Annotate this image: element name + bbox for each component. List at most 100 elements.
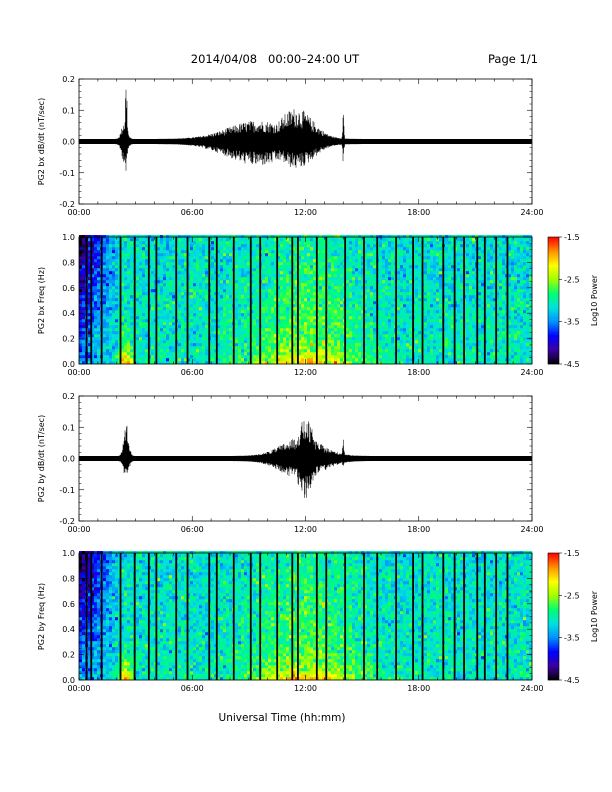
heatmap-cell xyxy=(280,283,284,287)
heatmap-cell xyxy=(142,343,146,347)
heatmap-cell xyxy=(109,322,113,326)
heatmap-cell xyxy=(130,352,134,356)
heatmap-cell xyxy=(106,283,110,287)
heatmap-cell xyxy=(211,238,215,242)
heatmap-cell xyxy=(169,259,173,263)
heatmap-cell xyxy=(346,334,350,338)
heatmap-cell xyxy=(274,352,278,356)
heatmap-cell xyxy=(373,268,377,272)
heatmap-cell xyxy=(184,346,188,350)
heatmap-cell xyxy=(82,271,86,275)
heatmap-cell xyxy=(211,334,215,338)
heatmap-cell xyxy=(349,265,353,269)
heatmap-cell xyxy=(127,352,131,356)
heatmap-cell xyxy=(199,286,203,290)
heatmap-cell xyxy=(334,250,338,254)
heatmap-cell xyxy=(103,340,107,344)
heatmap-cell xyxy=(328,259,332,263)
heatmap-cell xyxy=(205,307,209,311)
heatmap-cell xyxy=(385,286,389,290)
heatmap-cell xyxy=(112,280,116,284)
heatmap-cell xyxy=(115,271,119,275)
heatmap-cell xyxy=(304,256,308,260)
heatmap-cell xyxy=(190,283,194,287)
heatmap-cell xyxy=(169,241,173,245)
heatmap-cell xyxy=(283,319,287,323)
heatmap-cell xyxy=(196,349,200,353)
heatmap-cell xyxy=(226,358,230,362)
heatmap-cell xyxy=(310,355,314,359)
heatmap-cell xyxy=(199,262,203,266)
heatmap-cell xyxy=(274,274,278,278)
heatmap-cell xyxy=(289,247,293,251)
heatmap-cell xyxy=(160,349,164,353)
heatmap-cell xyxy=(184,295,188,299)
heatmap-cell xyxy=(304,295,308,299)
heatmap-cell xyxy=(262,355,266,359)
heatmap-cell xyxy=(280,241,284,245)
heatmap-cell xyxy=(301,349,305,353)
heatmap-cell xyxy=(262,310,266,314)
heatmap-cell xyxy=(247,298,251,302)
heatmap-cell xyxy=(352,298,356,302)
heatmap-cell xyxy=(298,238,302,242)
heatmap-cell xyxy=(202,316,206,320)
heatmap-cell xyxy=(193,313,197,317)
heatmap-cell xyxy=(124,244,128,248)
heatmap-cell xyxy=(91,250,95,254)
heatmap-cell xyxy=(292,271,296,275)
heatmap-cell xyxy=(274,241,278,245)
heatmap-cell xyxy=(166,253,170,257)
heatmap-cell xyxy=(136,310,140,314)
heatmap-cell xyxy=(196,304,200,308)
heatmap-cell xyxy=(121,319,125,323)
heatmap-cell xyxy=(229,313,233,317)
heatmap-cell xyxy=(136,244,140,248)
heatmap-cell xyxy=(292,268,296,272)
heatmap-cell xyxy=(283,283,287,287)
heatmap-cell xyxy=(142,268,146,272)
heatmap-cell xyxy=(334,346,338,350)
heatmap-cell xyxy=(163,307,167,311)
heatmap-cell xyxy=(295,325,299,329)
heatmap-cell xyxy=(187,319,191,323)
heatmap-cell xyxy=(418,349,422,353)
heatmap-cell xyxy=(370,295,374,299)
heatmap-cell xyxy=(238,301,242,305)
heatmap-cell xyxy=(211,310,215,314)
heatmap-cell xyxy=(145,361,149,365)
heatmap-cell xyxy=(115,298,119,302)
heatmap-cell xyxy=(187,283,191,287)
heatmap-cell xyxy=(295,271,299,275)
heatmap-cell xyxy=(118,274,122,278)
heatmap-cell xyxy=(337,325,341,329)
heatmap-cell xyxy=(397,259,401,263)
heatmap-cell xyxy=(88,304,92,308)
heatmap-cell xyxy=(289,256,293,260)
heatmap-cell xyxy=(121,322,125,326)
heatmap-cell xyxy=(247,253,251,257)
heatmap-cell xyxy=(220,259,224,263)
heatmap-cell xyxy=(379,295,383,299)
heatmap-cell xyxy=(235,343,239,347)
heatmap-cell xyxy=(196,310,200,314)
heatmap-cell xyxy=(286,244,290,248)
page-number: Page 1/1 xyxy=(487,52,538,66)
heatmap-cell xyxy=(352,337,356,341)
heatmap-cell xyxy=(181,286,185,290)
heatmap-cell xyxy=(124,277,128,281)
heatmap-cell xyxy=(142,292,146,296)
heatmap-cell xyxy=(406,262,410,266)
heatmap-cell xyxy=(178,334,182,338)
heatmap-cell xyxy=(391,316,395,320)
heatmap-cell xyxy=(313,268,317,272)
heatmap-cell xyxy=(400,340,404,344)
heatmap-cell xyxy=(205,289,209,293)
heatmap-cell xyxy=(367,289,371,293)
heatmap-cell xyxy=(94,331,98,335)
heatmap-cell xyxy=(226,250,230,254)
heatmap-cell xyxy=(280,295,284,299)
heatmap-cell xyxy=(220,346,224,350)
heatmap-cell xyxy=(235,355,239,359)
heatmap-cell xyxy=(241,328,245,332)
